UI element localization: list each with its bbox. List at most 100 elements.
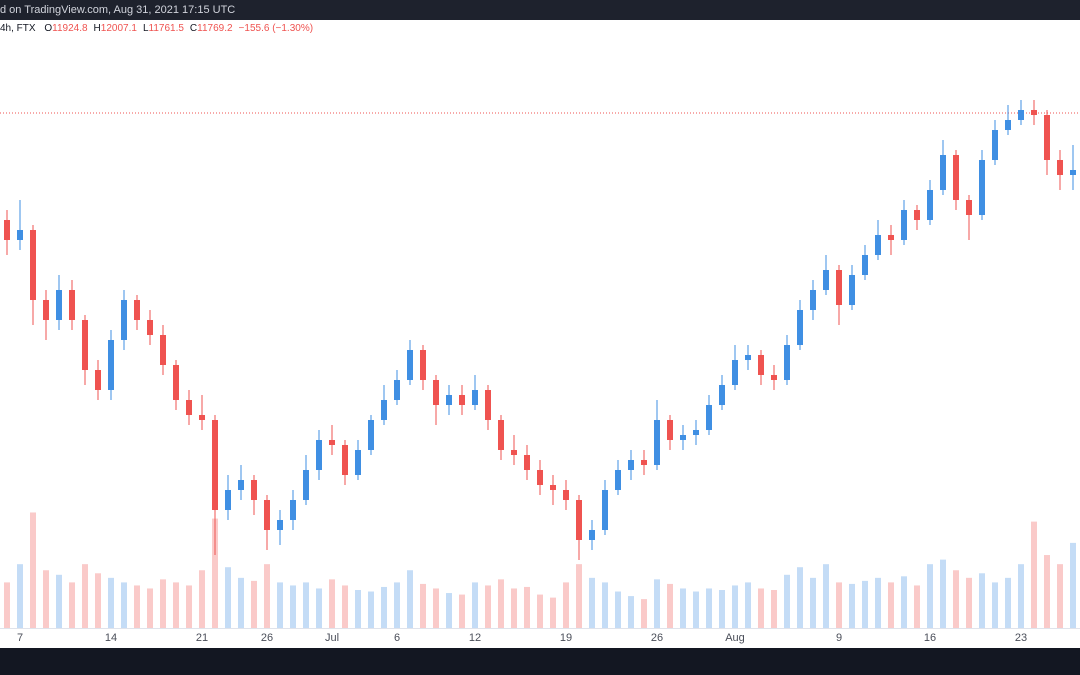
candle-body bbox=[1057, 160, 1063, 175]
candle-body bbox=[667, 420, 673, 440]
candle-body bbox=[420, 350, 426, 380]
candle-body bbox=[433, 380, 439, 405]
candle-body bbox=[459, 395, 465, 405]
candle-body bbox=[797, 310, 803, 345]
volume-bar bbox=[147, 588, 153, 628]
volume-bar bbox=[303, 582, 309, 628]
volume-bar bbox=[277, 582, 283, 628]
candle-body bbox=[706, 405, 712, 430]
candle-body bbox=[43, 300, 49, 320]
x-tick-label: Jul bbox=[325, 632, 339, 644]
candle-body bbox=[69, 290, 75, 320]
candle-body bbox=[446, 395, 452, 405]
volume-bar bbox=[576, 564, 582, 628]
volume-bar bbox=[186, 585, 192, 628]
volume-bar bbox=[706, 588, 712, 628]
volume-bar bbox=[797, 567, 803, 628]
volume-bar bbox=[758, 588, 764, 628]
candle-body bbox=[472, 390, 478, 405]
volume-bar bbox=[940, 559, 946, 628]
candle-body bbox=[199, 415, 205, 420]
volume-bar bbox=[134, 585, 140, 628]
volume-bar bbox=[888, 582, 894, 628]
candle-body bbox=[914, 210, 920, 220]
candle-body bbox=[147, 320, 153, 335]
candle-body bbox=[901, 210, 907, 240]
legend-value: 12007.1 bbox=[100, 23, 137, 34]
candle-body bbox=[888, 235, 894, 240]
candle-body bbox=[576, 500, 582, 540]
volume-bar bbox=[745, 582, 751, 628]
candle-body bbox=[342, 445, 348, 475]
volume-bar bbox=[1057, 564, 1063, 628]
candle-body bbox=[368, 420, 374, 450]
volume-bar bbox=[810, 577, 816, 628]
volume-bar bbox=[680, 588, 686, 628]
candle-body bbox=[316, 440, 322, 470]
legend-label: L bbox=[142, 23, 149, 34]
volume-bar bbox=[641, 599, 647, 628]
x-tick-label: 9 bbox=[836, 632, 842, 644]
x-tick-label: Aug bbox=[725, 632, 745, 644]
volume-bar bbox=[407, 570, 413, 628]
volume-bar bbox=[121, 582, 127, 628]
volume-bar bbox=[953, 570, 959, 628]
header-text: d on TradingView.com, Aug 31, 2021 17:15… bbox=[0, 4, 236, 16]
volume-bar bbox=[173, 582, 179, 628]
candle-body bbox=[485, 390, 491, 420]
volume-bar bbox=[1031, 521, 1037, 628]
candle-body bbox=[693, 430, 699, 435]
candle-body bbox=[940, 155, 946, 190]
volume-bar bbox=[589, 577, 595, 628]
volume-bar bbox=[160, 579, 166, 628]
x-tick-label: 7 bbox=[17, 632, 23, 644]
candle-body bbox=[303, 470, 309, 500]
volume-bar bbox=[95, 573, 101, 628]
candle-body bbox=[641, 460, 647, 465]
volume-bar bbox=[264, 564, 270, 628]
volume-bar bbox=[784, 574, 790, 628]
volume-bar bbox=[537, 594, 543, 628]
candle-body bbox=[732, 360, 738, 385]
candle-body bbox=[862, 255, 868, 275]
x-tick-label: 6 bbox=[394, 632, 400, 644]
candle-body bbox=[264, 500, 270, 530]
volume-bar bbox=[550, 597, 556, 628]
candle-body bbox=[251, 480, 257, 500]
candle-body bbox=[758, 355, 764, 375]
volume-bar bbox=[329, 579, 335, 628]
candle-body bbox=[979, 160, 985, 215]
volume-bar bbox=[992, 582, 998, 628]
legend-change: −155.6 (−1.30%) bbox=[238, 23, 314, 34]
volume-bar bbox=[862, 580, 868, 628]
volume-bar bbox=[4, 582, 10, 628]
volume-bar bbox=[69, 582, 75, 628]
candle-body bbox=[628, 460, 634, 470]
candle-body bbox=[30, 230, 36, 300]
candle-body bbox=[992, 130, 998, 160]
legend: 4h, FTX O11924.8 H12007.1 L11761.5 C11769.2… bbox=[0, 23, 313, 34]
candle-body bbox=[810, 290, 816, 310]
volume-bar bbox=[602, 582, 608, 628]
volume-bar bbox=[420, 583, 426, 628]
candle-body bbox=[407, 350, 413, 380]
candle-body bbox=[4, 220, 10, 240]
candle-body bbox=[836, 270, 842, 305]
candle-body bbox=[1005, 120, 1011, 130]
candle-body bbox=[784, 345, 790, 380]
volume-bar bbox=[459, 594, 465, 628]
candle-body bbox=[95, 370, 101, 390]
footer-bar bbox=[0, 648, 1080, 675]
legend-label: O bbox=[44, 23, 53, 34]
header-bar: d on TradingView.com, Aug 31, 2021 17:15… bbox=[0, 0, 1080, 20]
candle-body bbox=[498, 420, 504, 450]
candle-body bbox=[82, 320, 88, 370]
volume-bar bbox=[849, 583, 855, 628]
chart: 7 14 21 26 Jul 6 12 19 26 Aug 9 16 23 bbox=[0, 100, 1080, 644]
legend-value: 11761.5 bbox=[148, 23, 184, 34]
candle-body bbox=[602, 490, 608, 530]
x-tick-label: 26 bbox=[651, 632, 663, 644]
candle-body bbox=[160, 335, 166, 365]
volume-bar bbox=[472, 582, 478, 628]
volume-bar bbox=[251, 580, 257, 628]
